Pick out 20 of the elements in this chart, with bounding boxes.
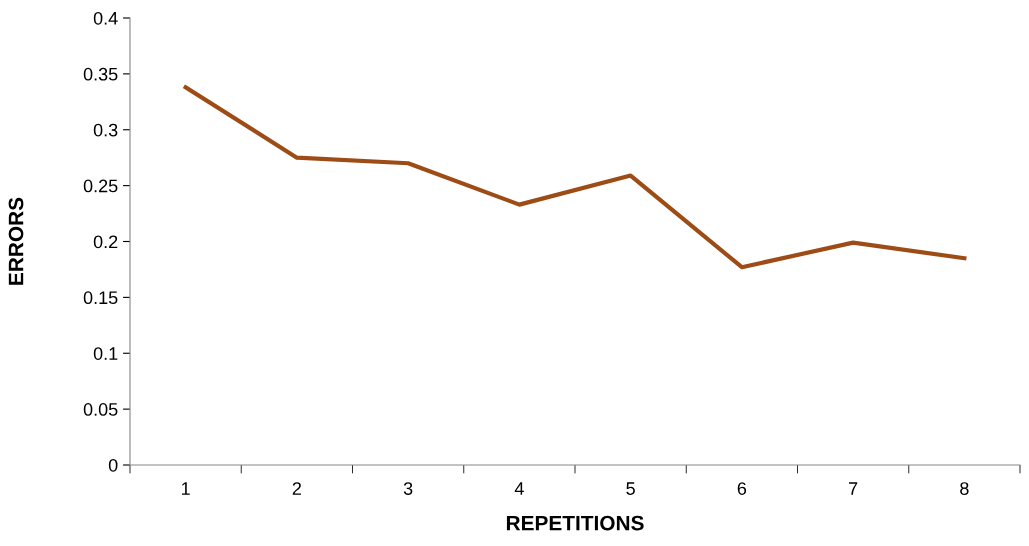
x-tick-label: 2 (292, 482, 301, 495)
y-tick-label: 0.05 (83, 403, 118, 416)
y-tick-label: 0.2 (93, 235, 118, 249)
y-tick-label: 0.1 (93, 347, 118, 360)
x-tick-label: 7 (849, 482, 858, 495)
y-tick-label: 0.35 (83, 67, 118, 81)
x-tick-label: 3 (403, 482, 413, 495)
line-series (183, 85, 967, 270)
y-axis-title: ERRORS (8, 197, 24, 285)
x-axis-title: REPETITIONS (506, 515, 644, 531)
y-tick-label: 0.4 (93, 11, 118, 25)
y-tick-label: 0.25 (83, 179, 118, 193)
y-tick-label: 0.15 (83, 291, 118, 305)
x-tick-label: 6 (737, 482, 747, 495)
x-tick-label: 4 (514, 482, 524, 495)
y-tick-label: 0.3 (93, 123, 118, 137)
x-tick-label: 5 (626, 482, 635, 495)
x-tick-label: 1 (181, 482, 190, 495)
y-tick-label: 0 (108, 458, 118, 472)
x-tick-label: 8 (960, 482, 969, 495)
